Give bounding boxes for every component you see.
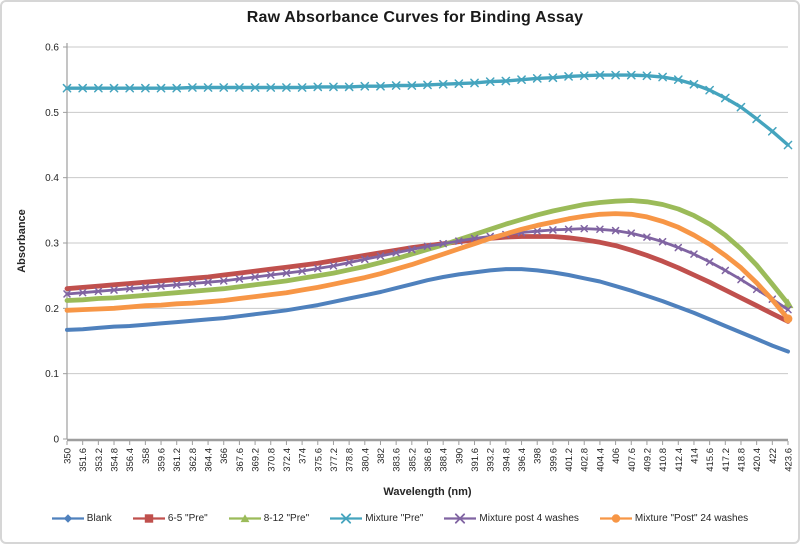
svg-text:0.5: 0.5 — [45, 108, 59, 119]
svg-text:398: 398 — [533, 448, 544, 464]
svg-text:367.6: 367.6 — [235, 448, 246, 472]
svg-text:393.2: 393.2 — [486, 448, 497, 472]
svg-text:374: 374 — [298, 448, 309, 464]
svg-text:0.1: 0.1 — [45, 369, 59, 380]
legend-item[interactable]: 6-5 "Pre" — [132, 513, 208, 524]
svg-text:0: 0 — [53, 435, 59, 446]
svg-text:0.6: 0.6 — [45, 43, 59, 54]
legend-item-label: 6-5 "Pre" — [167, 513, 208, 524]
legend-item-label: 8-12 "Pre" — [263, 513, 310, 524]
svg-text:407.6: 407.6 — [627, 448, 638, 472]
svg-text:391.6: 391.6 — [470, 448, 481, 472]
axis-lines — [66, 43, 788, 442]
svg-text:406: 406 — [611, 448, 622, 464]
legend-item[interactable]: Mixture "Pre" — [330, 513, 423, 524]
y-tick-labels: 0 0.1 0.2 0.3 0.4 0.5 0.6 — [45, 43, 59, 446]
legend-item[interactable]: Mixture post 4 washes — [444, 513, 579, 524]
svg-text:404.4: 404.4 — [595, 448, 606, 472]
svg-text:356.4: 356.4 — [125, 448, 136, 472]
svg-text:364.4: 364.4 — [204, 448, 215, 472]
svg-text:358: 358 — [141, 448, 152, 464]
legend-item[interactable]: 8-12 "Pre" — [228, 513, 310, 524]
plot-area: 0 0.1 0.2 0.3 0.4 0.5 0.6 350 351.6 353.2 354.8 356… — [45, 43, 795, 472]
svg-text:410.8: 410.8 — [658, 448, 669, 472]
svg-text:388.4: 388.4 — [439, 448, 450, 472]
legend-item[interactable]: Mixture "Post" 24 washes — [599, 513, 749, 524]
series-8-12-pre — [64, 198, 794, 309]
svg-text:415.6: 415.6 — [705, 448, 716, 472]
svg-text:378.8: 378.8 — [345, 448, 356, 472]
svg-text:385.2: 385.2 — [407, 448, 418, 472]
legend-marker-diamond-icon — [51, 514, 84, 523]
legend-marker-square-icon — [132, 514, 165, 523]
svg-text:380.4: 380.4 — [360, 448, 371, 472]
svg-text:414: 414 — [689, 448, 700, 464]
svg-text:390: 390 — [454, 448, 465, 464]
legend-marker-x-icon — [444, 513, 477, 524]
legend-item-label: Mixture "Post" 24 washes — [634, 513, 749, 524]
svg-text:361.2: 361.2 — [172, 448, 183, 472]
gridlines — [63, 46, 788, 440]
y-axis-title: Absorbance — [16, 209, 28, 273]
chart-title: Raw Absorbance Curves for Binding Assay — [246, 9, 584, 26]
svg-text:375.6: 375.6 — [313, 448, 324, 472]
svg-text:383.6: 383.6 — [392, 448, 403, 472]
legend-item-label: Blank — [86, 513, 112, 524]
svg-text:366: 366 — [219, 448, 230, 464]
svg-text:351.6: 351.6 — [78, 448, 89, 472]
series-mixture-post-24-washes — [64, 211, 793, 324]
legend-item-label: Mixture post 4 washes — [479, 513, 579, 524]
svg-text:353.2: 353.2 — [94, 448, 105, 472]
svg-text:0.3: 0.3 — [45, 239, 59, 250]
svg-text:423.6: 423.6 — [784, 448, 795, 472]
svg-text:0.2: 0.2 — [45, 304, 59, 315]
svg-text:420.4: 420.4 — [752, 448, 763, 472]
legend-marker-x-icon — [330, 513, 363, 524]
svg-text:409.2: 409.2 — [642, 448, 653, 472]
x-axis-title: Wavelength (nm) — [383, 486, 472, 498]
legend-marker-circle-icon — [599, 514, 632, 523]
series-mixture-pre — [62, 70, 793, 150]
svg-text:418.8: 418.8 — [736, 448, 747, 472]
svg-text:350: 350 — [63, 448, 74, 464]
svg-text:417.2: 417.2 — [721, 448, 732, 472]
svg-text:362.8: 362.8 — [188, 448, 199, 472]
svg-text:394.8: 394.8 — [501, 448, 512, 472]
svg-text:354.8: 354.8 — [110, 448, 121, 472]
svg-text:377.2: 377.2 — [329, 448, 340, 472]
x-tick-labels: 350 351.6 353.2 354.8 356.4 358 359.6 361.2 362.… — [63, 441, 795, 472]
series-blank — [65, 267, 790, 354]
svg-text:372.4: 372.4 — [282, 448, 293, 472]
legend: Blank 6-5 "Pre" 8-12 "Pre" Mixture "Pre" Mix… — [2, 513, 798, 524]
svg-text:369.2: 369.2 — [251, 448, 262, 472]
svg-text:396.4: 396.4 — [517, 448, 528, 472]
legend-item[interactable]: Blank — [51, 513, 112, 524]
svg-text:382: 382 — [376, 448, 387, 464]
legend-marker-triangle-icon — [228, 514, 261, 523]
legend-item-label: Mixture "Pre" — [365, 513, 424, 524]
svg-text:0.4: 0.4 — [45, 173, 59, 184]
svg-text:370.8: 370.8 — [266, 448, 277, 472]
svg-text:412.4: 412.4 — [674, 448, 685, 472]
svg-text:359.6: 359.6 — [157, 448, 168, 472]
svg-text:401.2: 401.2 — [564, 448, 575, 472]
svg-text:422: 422 — [768, 448, 779, 464]
svg-text:402.8: 402.8 — [580, 448, 591, 472]
svg-text:386.8: 386.8 — [423, 448, 434, 472]
svg-text:399.6: 399.6 — [548, 448, 559, 472]
